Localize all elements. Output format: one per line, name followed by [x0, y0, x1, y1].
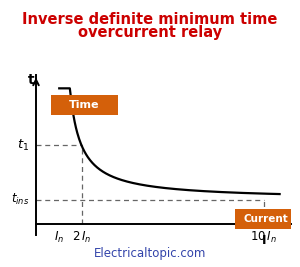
Text: Time: Time [69, 100, 100, 110]
Text: Inverse definite minimum time: Inverse definite minimum time [22, 12, 278, 27]
Text: $I_n$: $I_n$ [54, 230, 64, 245]
Text: Electricaltopic.com: Electricaltopic.com [94, 247, 206, 260]
FancyBboxPatch shape [235, 209, 296, 229]
Text: $t_1$: $t_1$ [17, 138, 30, 153]
Text: Current: Current [243, 214, 288, 225]
Text: overcurrent relay: overcurrent relay [78, 25, 222, 40]
Text: $10\,I_n$: $10\,I_n$ [250, 230, 277, 245]
Text: $2\,I_n$: $2\,I_n$ [72, 230, 91, 245]
Text: t: t [28, 73, 34, 87]
Text: I: I [261, 234, 266, 247]
FancyBboxPatch shape [51, 95, 118, 115]
Text: $t_{ins}$: $t_{ins}$ [11, 192, 30, 207]
